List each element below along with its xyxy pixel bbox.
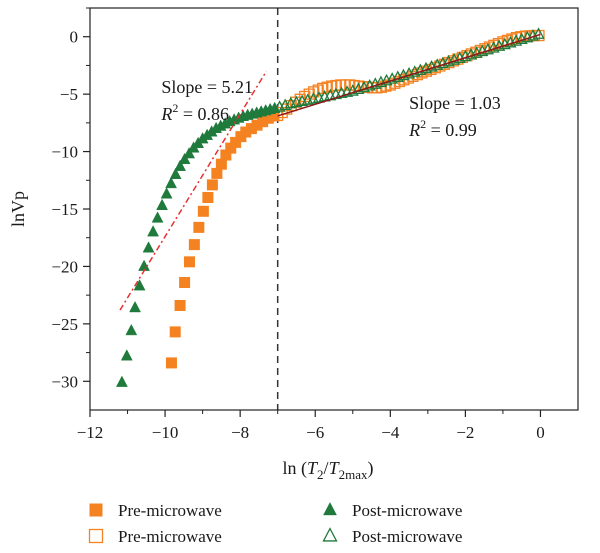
triangle-point	[165, 176, 177, 189]
y-tick-label: −20	[51, 257, 78, 276]
triangle-point	[160, 187, 173, 199]
y-tick-label: −15	[51, 200, 78, 219]
square-point	[179, 277, 191, 289]
annotations: Slope = 5.21 R2 = 0.86 Slope = 1.03 R2 = 0.…	[160, 77, 500, 140]
legend: Pre-microwave Pre-microwave Post-microwave…	[88, 501, 462, 546]
triangle-point	[142, 241, 155, 253]
square-point	[257, 116, 269, 128]
square-point	[230, 136, 242, 148]
square-point	[211, 167, 223, 179]
y-tick-label: −25	[51, 315, 78, 334]
x-tick-label: −8	[231, 423, 249, 442]
triangle-point	[120, 349, 133, 361]
triangle-point	[156, 198, 168, 210]
square-point	[268, 110, 280, 122]
triangle-point	[125, 323, 138, 336]
legend-label: Post-microwave	[352, 527, 462, 546]
x-tick-label: −4	[381, 423, 400, 442]
triangle-point	[169, 167, 182, 179]
triangle-point	[183, 147, 196, 159]
triangle-point	[129, 300, 141, 313]
fit-left-line	[119, 70, 268, 311]
square-point	[197, 205, 209, 217]
legend-label: Post-microwave	[352, 501, 462, 520]
y-axis-title: lnVp	[8, 191, 28, 227]
triangle-point	[151, 211, 164, 223]
x-tick-label: −2	[456, 423, 474, 442]
square-point	[215, 158, 227, 170]
square-point	[165, 357, 177, 369]
triangle-point	[178, 152, 191, 165]
legend-triangle-icon	[323, 502, 337, 516]
square-point	[240, 126, 252, 138]
y-tick-label: 0	[70, 28, 79, 47]
x-tick-label: 0	[536, 423, 545, 442]
triangle-point	[147, 225, 159, 237]
square-point	[169, 326, 181, 338]
x-tick-label: −6	[306, 423, 324, 442]
y-tick-label: −5	[60, 85, 78, 104]
series-post-microwave-filled	[115, 101, 281, 387]
square-point	[220, 149, 232, 161]
triangle-point	[174, 159, 187, 171]
x-tick-label: −10	[152, 423, 179, 442]
square-point	[225, 142, 237, 154]
square-point	[183, 256, 195, 268]
square-point	[188, 239, 200, 251]
x-axis-title: ln (T2/T2max)	[283, 458, 374, 482]
square-point	[202, 192, 214, 204]
annotation-2: Slope = 1.03 R2 = 0.99	[408, 93, 501, 140]
legend-triangle-icon	[322, 527, 338, 542]
square-point	[174, 299, 186, 311]
square-point	[206, 179, 218, 191]
legend-item: Post-microwave	[322, 527, 462, 546]
square-point	[251, 119, 263, 131]
triangle-point	[532, 27, 545, 39]
annotation-1: Slope = 5.21 R2 = 0.86	[160, 77, 253, 124]
legend-label: Pre-microwave	[118, 501, 222, 520]
square-point	[245, 123, 257, 135]
legend-item: Pre-microwave	[89, 501, 222, 520]
legend-item: Post-microwave	[323, 501, 462, 520]
r-squared-label: R2 = 0.99	[408, 117, 477, 140]
square-point	[193, 221, 205, 233]
slope-label: Slope = 1.03	[409, 93, 501, 113]
triangle-point	[115, 375, 128, 387]
legend-label: Pre-microwave	[118, 527, 222, 546]
slope-label: Slope = 5.21	[161, 77, 253, 97]
r-squared-label: R2 = 0.86	[160, 101, 229, 124]
fit-right-line	[277, 33, 541, 117]
series-pre-microwave-filled	[165, 110, 280, 369]
y-tick-label: −10	[51, 143, 78, 162]
x-tick-label: −12	[77, 423, 104, 442]
y-tick-label: −30	[51, 372, 78, 391]
legend-square-icon	[88, 528, 104, 544]
data-marks	[115, 8, 545, 410]
triangle-point	[133, 279, 146, 291]
triangle-point	[268, 101, 281, 113]
square-point	[262, 112, 274, 124]
legend-square-icon	[89, 503, 103, 517]
legend-item: Pre-microwave	[88, 527, 222, 546]
